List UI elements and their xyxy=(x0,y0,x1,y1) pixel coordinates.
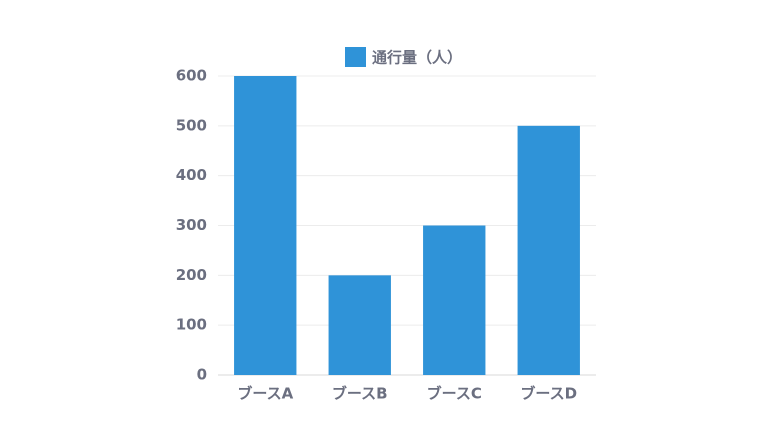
y-tick-label: 200 xyxy=(176,266,207,284)
y-tick-label: 400 xyxy=(176,166,207,184)
x-tick-label: ブースA xyxy=(237,385,293,403)
bar xyxy=(328,275,391,375)
legend-swatch xyxy=(345,47,366,67)
x-tick-label: ブースC xyxy=(427,385,482,403)
bar xyxy=(234,76,297,375)
x-tick-label: ブースD xyxy=(520,385,577,403)
y-tick-label: 500 xyxy=(176,116,207,134)
y-tick-label: 600 xyxy=(176,67,207,85)
bar xyxy=(517,125,580,375)
y-tick-label: 300 xyxy=(176,216,207,234)
x-tick-label: ブースB xyxy=(332,385,388,403)
legend-label: 通行量（人） xyxy=(372,49,462,67)
y-tick-label: 0 xyxy=(197,366,207,384)
bar xyxy=(423,225,486,375)
y-tick-label: 100 xyxy=(176,316,207,334)
